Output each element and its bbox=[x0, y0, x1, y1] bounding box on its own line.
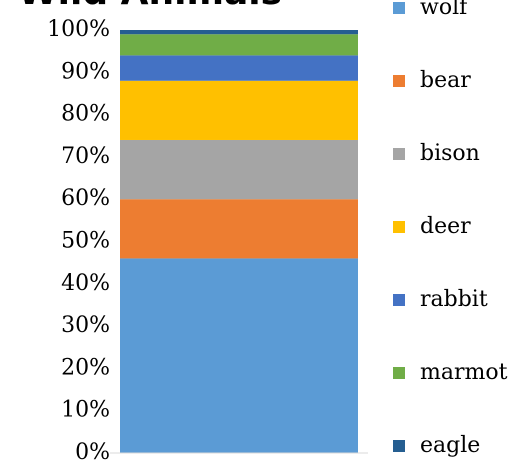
y-tick-label: 20% bbox=[61, 355, 110, 380]
bar-segment bbox=[120, 199, 358, 259]
y-tick-label: 90% bbox=[61, 59, 110, 84]
legend-label: marmot bbox=[420, 360, 508, 385]
y-tick-label: 30% bbox=[61, 313, 110, 338]
y-tick-label: 70% bbox=[61, 144, 110, 169]
legend-swatch bbox=[393, 294, 405, 306]
legend-swatch bbox=[393, 221, 405, 233]
y-tick-label: 50% bbox=[61, 229, 110, 254]
legend-label: wolf bbox=[420, 0, 469, 20]
legend-label: deer bbox=[420, 214, 471, 239]
legend-label: bear bbox=[420, 68, 471, 93]
bar-segment bbox=[120, 139, 358, 200]
legend-swatch bbox=[393, 148, 405, 160]
legend-label: rabbit bbox=[420, 287, 488, 312]
legend-swatch bbox=[393, 367, 405, 379]
legend-label: bison bbox=[420, 141, 480, 166]
bar-segment bbox=[120, 34, 358, 56]
bar-segment bbox=[120, 30, 358, 35]
y-tick-label: 40% bbox=[61, 271, 110, 296]
y-tick-label: 60% bbox=[61, 186, 110, 211]
bar-segment bbox=[120, 80, 358, 140]
legend-swatch bbox=[393, 440, 405, 452]
legend-swatch bbox=[393, 2, 405, 14]
y-tick-label: 100% bbox=[47, 17, 110, 42]
bar-segment bbox=[120, 258, 358, 453]
bar-segment bbox=[120, 55, 358, 81]
legend-swatch bbox=[393, 75, 405, 87]
y-tick-label: 10% bbox=[61, 398, 110, 423]
chart-title: Wild Animals bbox=[18, 0, 282, 13]
y-tick-label: 80% bbox=[61, 102, 110, 127]
y-tick-label: 0% bbox=[75, 440, 110, 462]
legend-label: eagle bbox=[420, 433, 480, 458]
